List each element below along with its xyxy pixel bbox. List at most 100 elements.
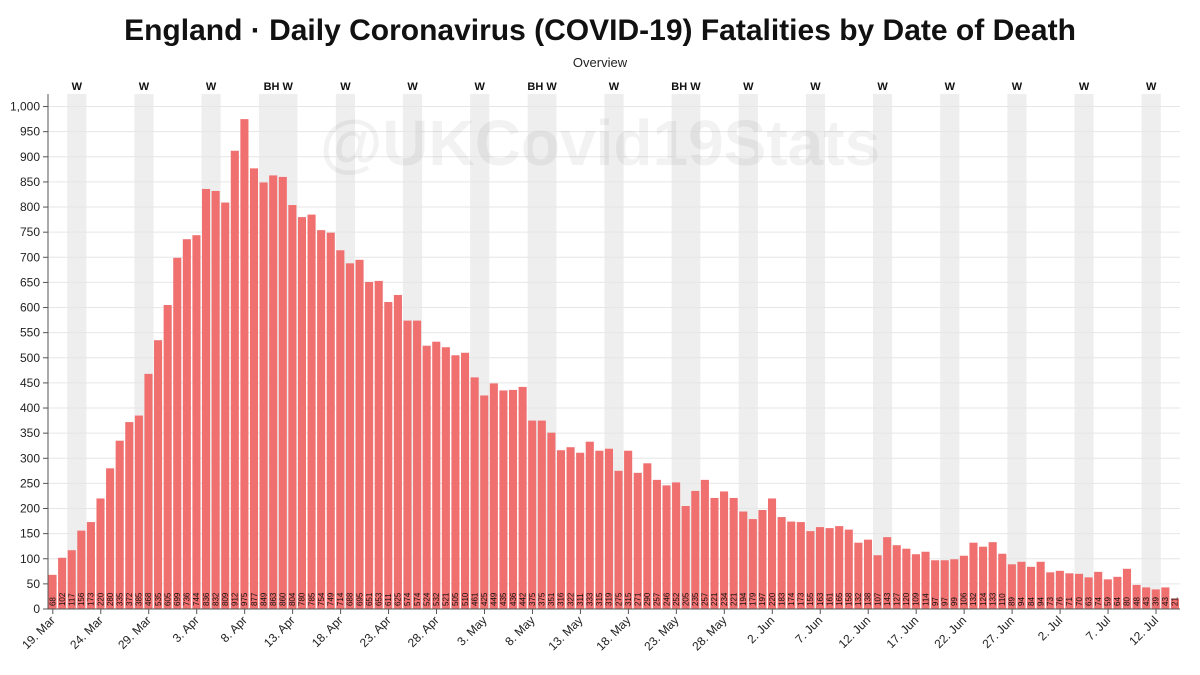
bar-data-label: 120 [902, 592, 911, 606]
band-label: W [609, 81, 620, 93]
bar [384, 302, 393, 609]
bar [556, 450, 566, 609]
x-tick-label: 3. Apr [170, 613, 202, 645]
bar-data-label: 333 [586, 592, 595, 606]
bar-data-label: 280 [106, 592, 115, 606]
bar-data-label: 625 [394, 592, 403, 606]
bar [739, 511, 748, 609]
bar [518, 386, 527, 609]
x-tick-label: 23. May [641, 613, 681, 653]
bar [365, 281, 374, 609]
bar-data-label: 21 [1171, 597, 1180, 606]
bar [585, 441, 594, 609]
band-label: W [407, 81, 418, 93]
x-tick-label: 22. Jun [932, 613, 970, 651]
bar [106, 468, 115, 609]
bar-data-label: 246 [662, 592, 671, 606]
bar [700, 479, 709, 609]
y-tick-label: 500 [20, 351, 40, 365]
bar-data-label: 183 [777, 592, 786, 606]
bar [297, 217, 307, 609]
bar-data-label: 574 [403, 592, 412, 606]
bar [240, 119, 249, 609]
x-tick-label: 12. Jul [1126, 613, 1161, 648]
bar-data-label: 70 [1075, 597, 1084, 606]
bar [1046, 572, 1055, 609]
y-tick-label: 100 [20, 552, 40, 566]
bar [403, 320, 412, 609]
bar [672, 482, 681, 609]
bar-data-label: 138 [864, 592, 873, 606]
weekend-band [67, 94, 87, 609]
bar-data-label: 220 [96, 592, 105, 606]
bar [1132, 584, 1141, 609]
x-tick-label: 18. Apr [309, 613, 346, 650]
bar [652, 479, 661, 609]
bar-data-label: 315 [595, 592, 604, 606]
bar [835, 526, 844, 609]
bar-data-label: 94 [1036, 597, 1045, 606]
bar-data-label: 194 [739, 592, 748, 606]
bar-data-label: 158 [845, 592, 854, 606]
bar-data-label: 114 [921, 593, 930, 606]
x-tick-label: 7. Jul [1083, 613, 1113, 643]
bar-data-label: 688 [346, 592, 355, 606]
bar [317, 230, 326, 609]
bar-data-label: 174 [787, 592, 796, 606]
y-tick-label: 850 [20, 175, 40, 189]
bar [931, 560, 940, 609]
bar-data-label: 912 [231, 592, 240, 606]
bar-data-label: 220 [768, 592, 777, 606]
bar [566, 447, 575, 609]
band-label: W [340, 81, 351, 93]
bar [432, 341, 441, 609]
bar [595, 450, 604, 609]
bar [480, 395, 489, 609]
watermark-text: @UKCovid19Stats [320, 107, 880, 179]
bar [969, 542, 978, 609]
bar [77, 530, 86, 609]
bar-data-label: 375 [538, 592, 547, 606]
bar [259, 182, 268, 610]
x-tick-label: 3. May [454, 613, 489, 648]
y-tick-label: 400 [20, 401, 40, 415]
bar-data-label: 163 [816, 592, 825, 606]
weekend-band [873, 94, 893, 609]
bar-data-label: 375 [528, 592, 537, 606]
bar [307, 214, 316, 609]
bar-data-label: 860 [279, 592, 288, 606]
bar [979, 546, 988, 609]
x-tick-label: 8. Apr [218, 613, 250, 645]
bar-data-label: 84 [1027, 597, 1036, 606]
bar [815, 527, 825, 609]
bar [1027, 566, 1036, 609]
bar [86, 522, 95, 609]
bar [269, 175, 278, 609]
weekend-band [1074, 94, 1094, 609]
x-tick-label: 18. May [593, 613, 633, 653]
bar [902, 548, 911, 609]
bars [48, 119, 1179, 610]
bar-data-label: 849 [259, 592, 268, 606]
bar [758, 510, 767, 609]
bar [192, 235, 201, 609]
bar-data-label: 234 [720, 592, 729, 606]
bar-data-label: 449 [490, 592, 499, 606]
bar [451, 355, 460, 609]
y-tick-label: 650 [20, 275, 40, 289]
bar-data-label: 71 [1065, 597, 1074, 606]
bar [154, 340, 163, 609]
bar-data-label: 97 [940, 597, 949, 606]
bar [1122, 568, 1132, 609]
bar-data-label: 155 [806, 592, 815, 606]
bar [422, 345, 431, 609]
bar-data-label: 315 [624, 592, 633, 606]
bar-data-label: 714 [336, 592, 345, 606]
bar [441, 347, 450, 609]
x-tick-label: 12. Jun [836, 613, 874, 651]
bar [547, 432, 556, 609]
bar [681, 506, 690, 609]
bar-data-label: 197 [758, 592, 767, 606]
bar [1017, 561, 1026, 609]
bar-data-label: 94 [1017, 597, 1026, 606]
